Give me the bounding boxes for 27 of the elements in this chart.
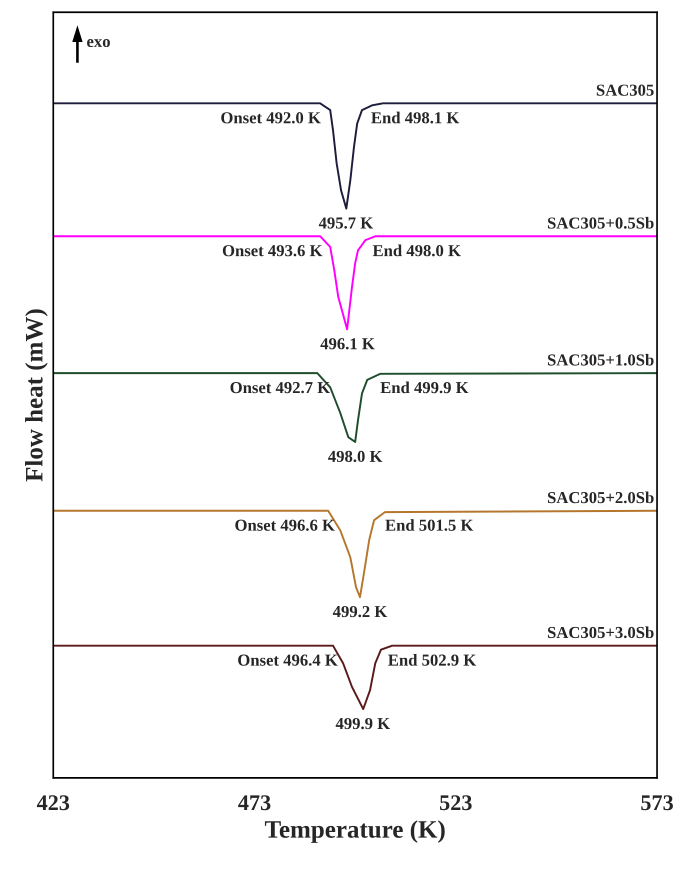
annotation: Onset 496.4 K xyxy=(238,654,338,666)
x-tick-label: 573 xyxy=(641,795,673,810)
annotation: 499.2 K xyxy=(332,606,388,618)
annotation: Onset 493.6 K xyxy=(222,245,322,256)
annotation: Onset 496.6 K xyxy=(235,520,335,531)
series-label: SAC305+0.5Sb xyxy=(548,216,654,229)
annotation: 498.0 K xyxy=(328,450,382,462)
annotation: Onset 492.7 K xyxy=(230,382,330,394)
x-tick-label: 523 xyxy=(440,795,472,810)
annotation: End 498.1 K xyxy=(371,112,460,124)
annotation: 495.7 K xyxy=(318,217,374,229)
x-axis-title: Temperature (K) xyxy=(264,820,445,843)
series-label: SAC305+1.0Sb xyxy=(548,354,654,366)
x-tick-label: 423 xyxy=(36,795,70,810)
text: exo xyxy=(87,39,110,48)
series-label: SAC305+3.0Sb xyxy=(548,626,654,638)
annotation: 499.9 K xyxy=(336,718,390,730)
annotation: End 499.9 K xyxy=(380,381,468,394)
annotation: Onset 492.0 K xyxy=(221,112,321,124)
annotation: 496.1 K xyxy=(320,338,375,350)
y-axis-title: Flow heat (mW) xyxy=(25,309,48,482)
series-label: SAC305+2.0Sb xyxy=(548,491,654,504)
annotation: End 502.9 K xyxy=(388,654,476,666)
series-label: SAC305 xyxy=(596,84,654,96)
annotation: End 498.0 K xyxy=(372,244,461,256)
annotation: End 501.5 K xyxy=(385,519,474,531)
x-tick-label: 473 xyxy=(238,795,270,810)
